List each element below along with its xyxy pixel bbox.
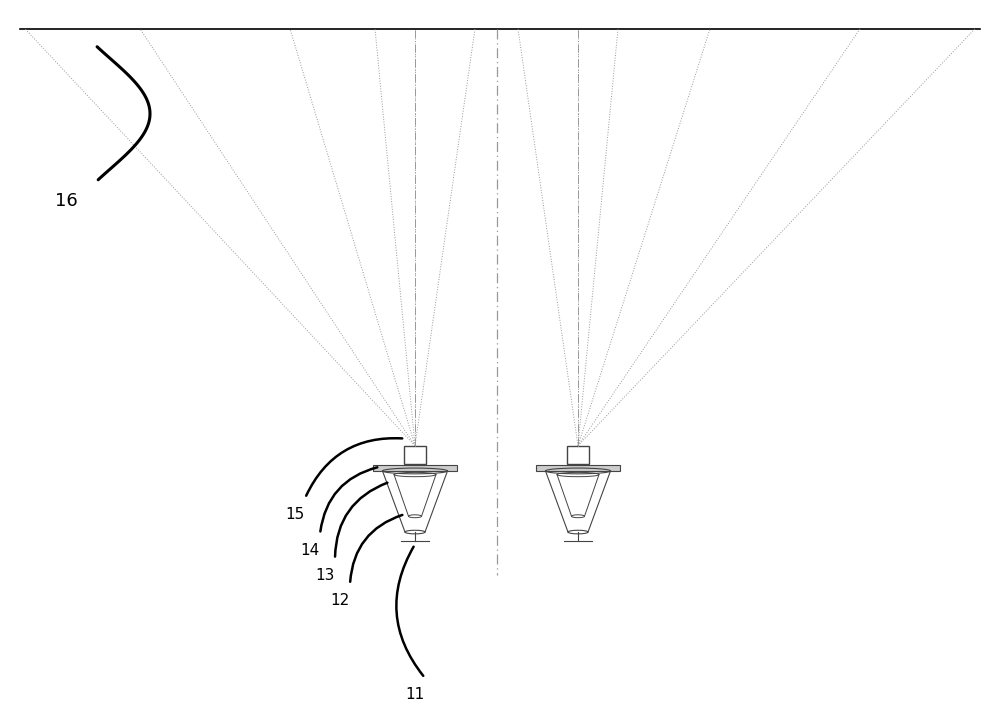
Text: 12: 12: [330, 593, 350, 608]
Text: 13: 13: [315, 568, 335, 583]
Text: 16: 16: [55, 192, 78, 211]
Text: 14: 14: [300, 543, 320, 558]
Polygon shape: [372, 465, 457, 471]
Polygon shape: [536, 465, 620, 471]
Text: 15: 15: [285, 507, 305, 522]
Text: 11: 11: [405, 687, 425, 702]
